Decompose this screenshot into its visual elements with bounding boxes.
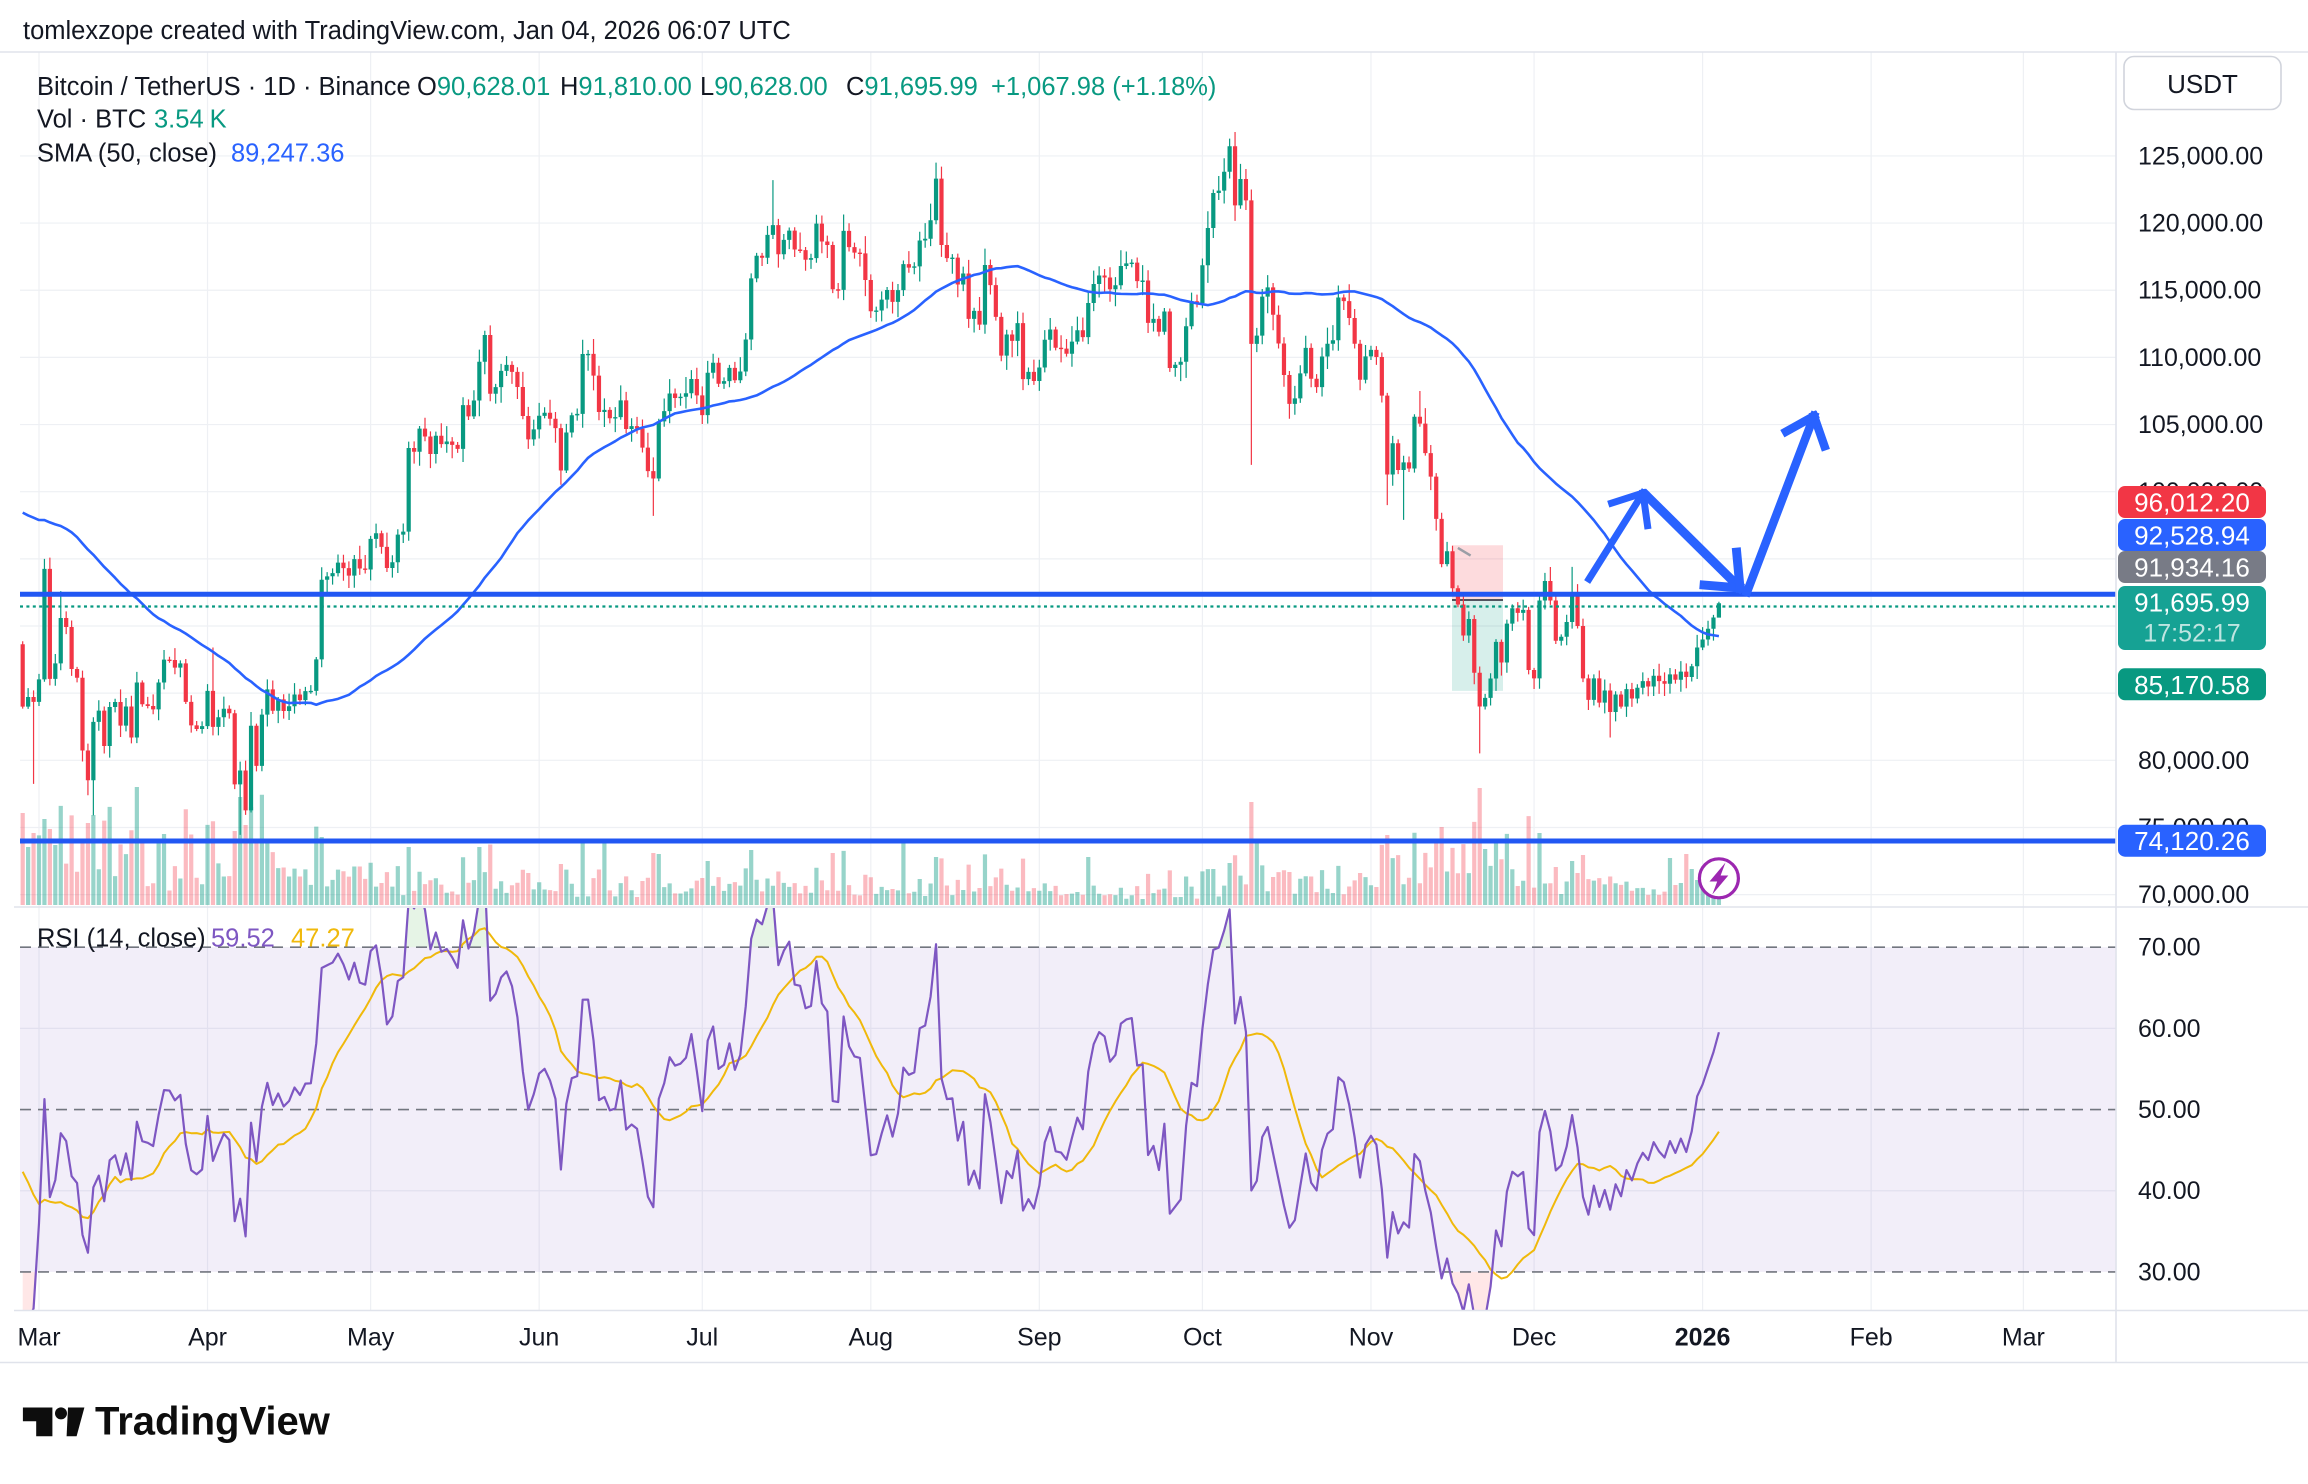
svg-text:USDT: USDT — [2167, 69, 2238, 99]
svg-text:17:52:17: 17:52:17 — [2143, 620, 2240, 648]
svg-text:92,528.94: 92,528.94 — [2134, 521, 2250, 551]
svg-text:70.00: 70.00 — [2138, 934, 2201, 962]
svg-text:tomlexzope created with Tradin: tomlexzope created with TradingView.com,… — [23, 17, 791, 45]
svg-text:Jul: Jul — [686, 1324, 718, 1352]
svg-text:74,120.26: 74,120.26 — [2134, 826, 2250, 856]
svg-text:60.00: 60.00 — [2138, 1015, 2201, 1043]
svg-text:80,000.00: 80,000.00 — [2138, 747, 2249, 775]
svg-text:115,000.00: 115,000.00 — [2138, 277, 2261, 305]
svg-text:Sep: Sep — [1017, 1324, 1061, 1352]
svg-text:85,170.58: 85,170.58 — [2134, 670, 2250, 700]
svg-text:Feb: Feb — [1850, 1324, 1893, 1352]
svg-text:91,934.16: 91,934.16 — [2134, 553, 2250, 583]
svg-text:Mar: Mar — [17, 1324, 60, 1352]
svg-text:Bitcoin / TetherUS · 1D · Bina: Bitcoin / TetherUS · 1D · Binance O90,628… — [37, 73, 1216, 101]
svg-text:May: May — [347, 1324, 395, 1352]
svg-text:Apr: Apr — [188, 1324, 227, 1352]
svg-text:110,000.00: 110,000.00 — [2138, 344, 2261, 372]
svg-text:Mar: Mar — [2002, 1324, 2045, 1352]
svg-text:30.00: 30.00 — [2138, 1258, 2201, 1286]
svg-text:120,000.00: 120,000.00 — [2138, 210, 2263, 238]
svg-text:70,000.00: 70,000.00 — [2138, 881, 2249, 909]
svg-text:96,012.20: 96,012.20 — [2134, 488, 2250, 518]
svg-text:TradingView: TradingView — [95, 1400, 331, 1444]
svg-text:40.00: 40.00 — [2138, 1177, 2201, 1205]
svg-text:Aug: Aug — [849, 1324, 893, 1352]
svg-text:Jun: Jun — [519, 1324, 559, 1352]
svg-text:125,000.00: 125,000.00 — [2138, 142, 2263, 170]
svg-text:2026: 2026 — [1675, 1324, 1731, 1352]
svg-text:SMA (50, close)89,247.36: SMA (50, close) 89,247.36 — [37, 140, 344, 168]
svg-text:Nov: Nov — [1349, 1324, 1394, 1352]
svg-text:Oct: Oct — [1183, 1324, 1222, 1352]
svg-text:105,000.00: 105,000.00 — [2138, 411, 2263, 439]
svg-text:Dec: Dec — [1512, 1324, 1556, 1352]
svg-text:50.00: 50.00 — [2138, 1096, 2201, 1124]
svg-text:91,695.99: 91,695.99 — [2134, 588, 2250, 618]
